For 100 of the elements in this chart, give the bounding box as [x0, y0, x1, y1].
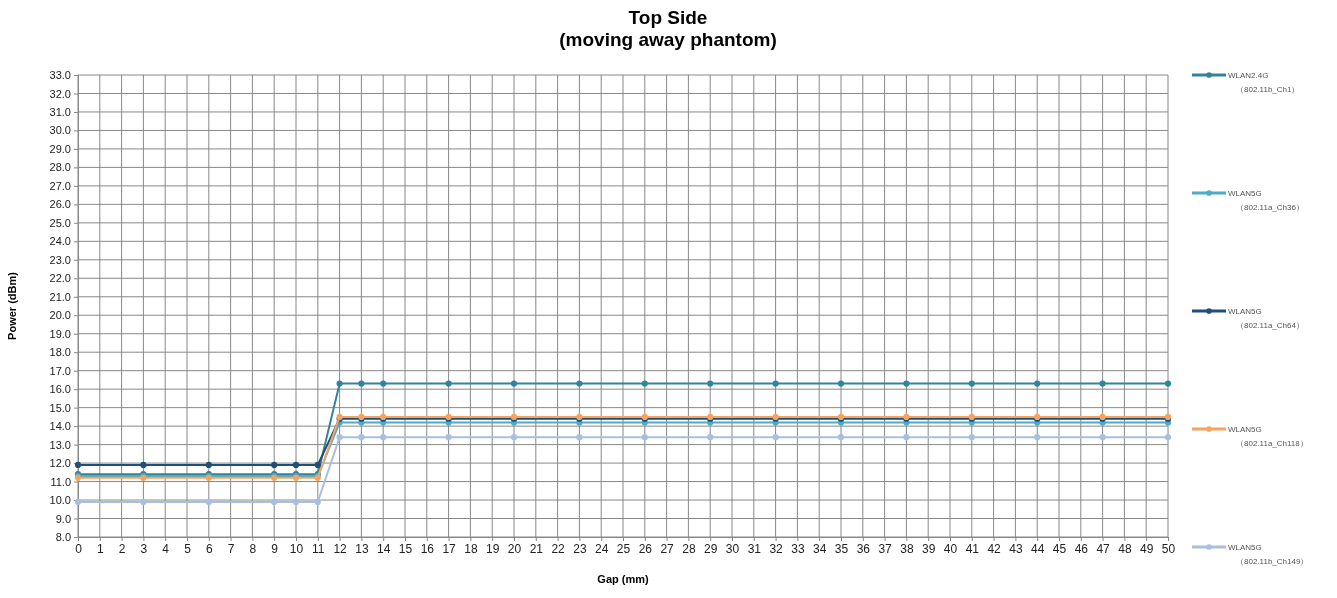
point	[292, 461, 300, 469]
point	[641, 380, 648, 387]
x-tick-label: 13	[355, 541, 369, 556]
x-tick-label: 38	[900, 541, 914, 556]
point	[707, 380, 714, 387]
point	[707, 434, 714, 441]
legend-label: WLAN5G（802.11a_Ch36）	[1228, 189, 1304, 212]
x-tick-label: 2	[118, 541, 126, 556]
x-tick-label: 14	[377, 541, 391, 556]
x-tick-label: 41	[965, 541, 980, 556]
chart-title: Top Side (moving away phantom)	[559, 7, 777, 50]
x-tick-label: 34	[813, 541, 827, 556]
y-tick-label: 25.0	[49, 216, 71, 229]
x-tick-label: 46	[1074, 541, 1089, 556]
x-tick-label: 35	[834, 541, 849, 556]
x-tick-label: 10	[289, 541, 304, 556]
point	[336, 380, 343, 387]
y-tick-label: 26.0	[49, 198, 71, 211]
x-tick-label: 36	[856, 541, 871, 556]
x-tick-label: 4	[162, 541, 170, 556]
point	[1164, 380, 1172, 387]
x-tick-label: 47	[1096, 541, 1111, 556]
x-tick-label: 28	[682, 541, 696, 556]
y-tick-label: 32.0	[49, 87, 71, 100]
x-tick-label: 44	[1031, 541, 1045, 556]
x-tick-label: 23	[573, 541, 587, 556]
x-tick-label: 39	[922, 541, 936, 556]
y-tick-label: 15.0	[49, 401, 71, 414]
point	[380, 434, 387, 441]
y-tick-label: 12.0	[49, 457, 71, 470]
x-tick-label: 21	[529, 541, 544, 556]
point	[510, 380, 518, 387]
y-tick-label: 20.0	[49, 309, 71, 322]
point	[837, 434, 845, 441]
x-tick-label: 32	[769, 541, 784, 556]
point	[271, 498, 278, 505]
point	[140, 461, 147, 469]
x-tick-label: 9	[271, 541, 279, 556]
point	[358, 380, 365, 387]
x-tick-label: 49	[1140, 541, 1154, 556]
point	[358, 434, 365, 441]
point	[205, 498, 212, 505]
point	[205, 461, 212, 469]
y-tick-label: 31.0	[49, 105, 71, 118]
point	[380, 380, 387, 387]
x-tick-label: 7	[227, 541, 235, 556]
x-tick-label: 12	[333, 541, 348, 556]
point	[1099, 434, 1106, 441]
point	[1034, 434, 1041, 441]
legend-label: WLAN2.4G（802.11b_Ch1）	[1228, 71, 1300, 94]
x-tick-label: 20	[507, 541, 522, 556]
x-tick-label: 22	[551, 541, 566, 556]
y-tick-label: 16.0	[49, 383, 71, 396]
point	[445, 380, 452, 387]
y-tick-label: 28.0	[49, 161, 71, 174]
x-tick-label: 29	[704, 541, 718, 556]
x-tick-label: 33	[791, 541, 805, 556]
point	[1034, 380, 1041, 387]
point	[772, 434, 779, 441]
x-tick-label: 25	[616, 541, 631, 556]
x-tick-label: 26	[638, 541, 653, 556]
y-tick-label: 17.0	[49, 364, 71, 377]
legend-label: WLAN5G（802.11a_Ch64）	[1228, 307, 1304, 330]
point	[903, 434, 910, 441]
y-tick-label: 9.0	[55, 512, 71, 525]
point	[903, 380, 910, 387]
x-tick-label: 50	[1161, 541, 1176, 556]
point	[314, 461, 321, 469]
x-tick-label: 31	[747, 541, 762, 556]
y-tick-label: 30.0	[49, 124, 71, 137]
point	[140, 498, 147, 505]
x-tick-label: 3	[140, 541, 148, 556]
y-tick-label: 22.0	[49, 272, 71, 285]
legend-label: WLAN5G（802.11a_Ch118）	[1228, 425, 1308, 448]
y-tick-label: 19.0	[49, 327, 71, 340]
y-tick-label: 29.0	[49, 142, 71, 155]
point	[292, 498, 300, 505]
x-tick-label: 8	[249, 541, 257, 556]
point	[510, 434, 518, 441]
x-tick-label: 18	[464, 541, 478, 556]
x-tick-label: 42	[987, 541, 1002, 556]
x-tick-label: 19	[486, 541, 500, 556]
point	[641, 434, 648, 441]
point	[968, 434, 975, 441]
point	[445, 434, 452, 441]
y-tick-label: 23.0	[49, 253, 71, 266]
point	[271, 461, 278, 469]
point	[837, 380, 845, 387]
x-tick-label: 1	[96, 541, 104, 556]
x-tick-label: 6	[205, 541, 213, 556]
x-tick-label: 45	[1052, 541, 1067, 556]
x-tick-label: 11	[312, 541, 325, 556]
x-tick-label: 24	[595, 541, 609, 556]
point	[576, 380, 583, 387]
y-tick-label: 18.0	[49, 346, 71, 359]
point	[336, 434, 343, 441]
point	[968, 380, 975, 387]
point	[576, 434, 583, 441]
x-tick-label: 5	[184, 541, 192, 556]
point	[772, 380, 779, 387]
